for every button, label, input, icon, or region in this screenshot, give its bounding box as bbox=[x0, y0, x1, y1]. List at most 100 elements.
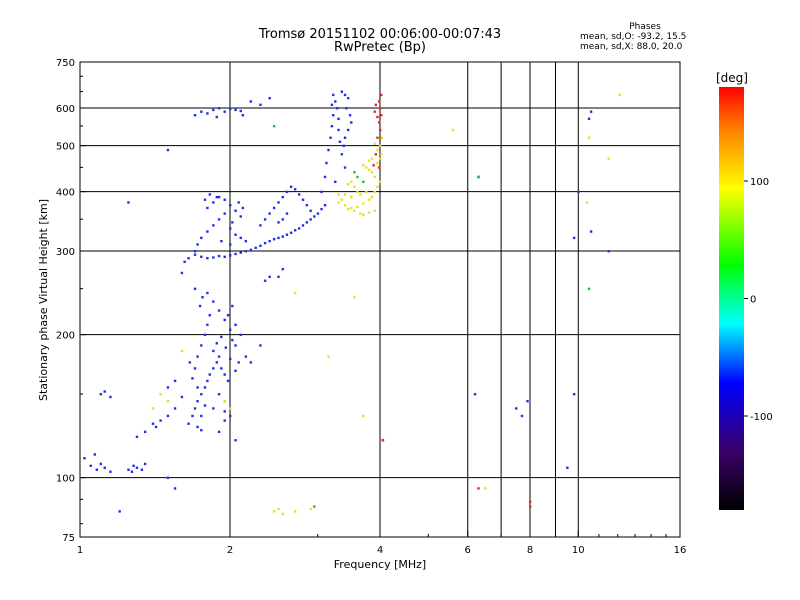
axes: 1 2 4 6 8 10 16 75 100 200 300 400 500 600 750 bbox=[56, 58, 686, 556]
data-point bbox=[83, 456, 86, 460]
data-point bbox=[362, 213, 365, 216]
data-point bbox=[229, 227, 232, 230]
data-point bbox=[327, 355, 330, 358]
data-point bbox=[217, 430, 221, 434]
data-point bbox=[201, 296, 204, 299]
data-point bbox=[183, 260, 186, 264]
data-point bbox=[220, 367, 223, 370]
data-point bbox=[200, 255, 203, 258]
data-point bbox=[244, 250, 248, 253]
data-point bbox=[529, 505, 532, 508]
data-point bbox=[193, 253, 197, 256]
data-point bbox=[193, 367, 197, 370]
data-point bbox=[231, 221, 234, 224]
data-point bbox=[281, 218, 284, 221]
data-point bbox=[367, 168, 371, 172]
colorbar-tick-label: -100 bbox=[750, 412, 773, 423]
data-point bbox=[259, 224, 262, 227]
data-point bbox=[379, 107, 382, 110]
data-point bbox=[196, 386, 199, 389]
data-point bbox=[365, 166, 368, 169]
data-point bbox=[379, 157, 382, 160]
data-point bbox=[587, 117, 591, 121]
phase-stats-heading: Phases bbox=[629, 22, 661, 32]
data-point bbox=[379, 144, 382, 148]
data-point bbox=[143, 462, 147, 466]
data-point bbox=[241, 114, 245, 117]
data-point bbox=[332, 93, 335, 97]
data-point bbox=[193, 287, 197, 291]
phase-stats-x-mode: mean, sd,X: 88.0, 20.0 bbox=[580, 42, 683, 52]
data-point bbox=[212, 108, 215, 112]
data-point bbox=[109, 470, 112, 473]
data-point bbox=[367, 159, 371, 163]
data-point bbox=[277, 221, 280, 224]
data-point bbox=[342, 144, 345, 148]
data-point bbox=[589, 230, 593, 233]
x-tick-label: 4 bbox=[377, 545, 383, 556]
data-point bbox=[206, 112, 209, 115]
data-point bbox=[234, 108, 237, 112]
data-point bbox=[305, 203, 309, 207]
data-point bbox=[477, 175, 480, 179]
data-point bbox=[223, 400, 226, 403]
data-point bbox=[607, 157, 610, 160]
data-point bbox=[196, 425, 199, 429]
data-point bbox=[263, 279, 267, 282]
data-point bbox=[327, 148, 330, 152]
data-point bbox=[193, 407, 197, 410]
data-point bbox=[473, 393, 477, 396]
colorbar-ticks: 100 0 -100 bbox=[744, 177, 773, 423]
data-point bbox=[343, 203, 347, 207]
data-point bbox=[217, 309, 221, 312]
data-point bbox=[212, 300, 215, 303]
data-point bbox=[208, 314, 211, 317]
data-point bbox=[376, 136, 379, 139]
data-point bbox=[191, 377, 194, 380]
data-point bbox=[231, 338, 234, 342]
data-point bbox=[301, 224, 305, 227]
data-point bbox=[343, 136, 347, 139]
data-point bbox=[566, 466, 569, 469]
data-point bbox=[193, 250, 197, 253]
data-point bbox=[220, 335, 223, 339]
data-point bbox=[379, 180, 382, 184]
data-point bbox=[241, 206, 245, 210]
data-point bbox=[330, 103, 334, 107]
data-point bbox=[200, 236, 203, 240]
data-point bbox=[206, 291, 209, 295]
data-point bbox=[254, 246, 257, 250]
data-point bbox=[289, 231, 293, 235]
data-point bbox=[259, 244, 262, 247]
data-point bbox=[301, 198, 305, 201]
data-point bbox=[356, 190, 359, 194]
data-point bbox=[346, 96, 350, 100]
x-tick-label: 16 bbox=[674, 545, 687, 556]
chart-subtitle: RwPretec (Bp) bbox=[333, 40, 427, 55]
data-point bbox=[285, 233, 289, 236]
data-point bbox=[272, 206, 276, 210]
data-point bbox=[173, 487, 177, 490]
x-tick-label: 8 bbox=[527, 545, 533, 556]
data-point bbox=[263, 218, 267, 221]
data-point bbox=[206, 206, 209, 210]
data-point bbox=[220, 239, 223, 243]
data-point bbox=[285, 190, 289, 194]
x-tick-label: 6 bbox=[465, 545, 471, 556]
data-point bbox=[353, 185, 356, 188]
data-point bbox=[173, 379, 177, 383]
data-point bbox=[272, 124, 276, 128]
grid-lines bbox=[80, 62, 680, 537]
data-point bbox=[281, 235, 284, 238]
colorbar-tick-label: 100 bbox=[750, 177, 769, 188]
data-point bbox=[336, 107, 339, 110]
data-point bbox=[159, 419, 162, 422]
data-point bbox=[249, 100, 253, 103]
data-point bbox=[237, 201, 240, 204]
data-point bbox=[272, 510, 276, 513]
data-point bbox=[193, 114, 197, 117]
data-point bbox=[362, 414, 365, 418]
data-point bbox=[217, 393, 221, 396]
data-point bbox=[313, 505, 316, 508]
plot-area bbox=[83, 90, 621, 516]
